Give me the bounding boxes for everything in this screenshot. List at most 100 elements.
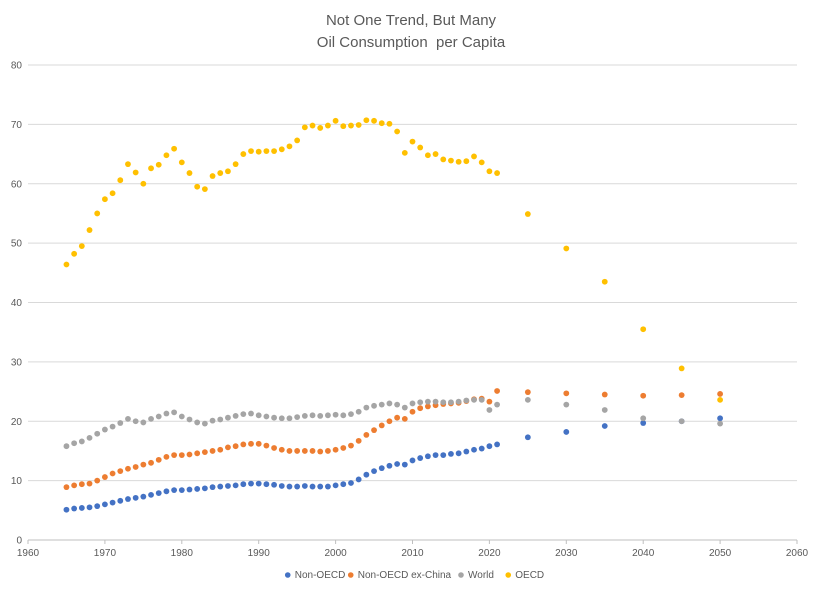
point-non-oecd-ex-china [63,484,70,491]
point-world [363,404,370,411]
point-non-oecd [640,420,647,426]
x-tick-label: 2020 [478,548,501,559]
point-world [325,412,331,419]
point-world [209,417,216,424]
point-oecd [478,159,485,166]
point-oecd [601,278,608,285]
point-non-oecd-ex-china [317,448,324,455]
point-non-oecd [417,455,424,461]
y-tick-label: 80 [11,61,23,72]
point-non-oecd [394,461,401,467]
point-non-oecd-ex-china [109,470,116,477]
point-non-oecd-ex-china [355,437,362,444]
point-oecd [340,123,347,130]
point-non-oecd [255,480,262,487]
point-non-oecd-ex-china [601,391,608,398]
point-oecd [317,125,324,131]
point-oecd [278,146,285,153]
point-non-oecd-ex-china [378,422,385,429]
point-non-oecd [340,481,347,488]
point-non-oecd-ex-china [309,448,316,454]
chart-subtitle: Oil Consumption per Capita [317,34,506,51]
point-non-oecd-ex-china [394,414,401,421]
point-world [232,413,239,419]
point-oecd [371,117,377,124]
point-world [109,423,116,430]
point-non-oecd [286,483,293,490]
point-oecd [486,168,493,175]
y-tick-label: 70 [11,120,23,131]
point-oecd [163,152,170,159]
point-non-oecd [102,501,108,508]
point-non-oecd [309,483,316,490]
point-world [71,440,78,447]
point-non-oecd-ex-china [417,405,424,412]
point-non-oecd [478,445,485,452]
point-world [640,415,647,422]
point-oecd [171,145,178,152]
point-world [78,438,85,445]
point-world [394,401,401,408]
point-non-oecd-ex-china [225,444,231,451]
y-axis-tick-labels: 0 10 20 30 40 50 60 70 80 [11,61,23,547]
point-world [424,398,431,405]
legend-marker-world [458,572,464,578]
legend-marker-non-oecd [284,572,291,578]
point-non-oecd [94,503,101,510]
point-non-oecd [348,480,354,486]
point-non-oecd [78,505,85,511]
point-world [409,400,416,407]
x-tick-label: 2030 [555,548,578,559]
point-oecd [678,365,685,372]
point-non-oecd [601,423,608,429]
point-non-oecd-ex-china [332,446,339,453]
point-world [471,396,477,403]
point-oecd [455,158,462,165]
point-world [194,419,201,426]
point-non-oecd-ex-china [255,440,262,447]
point-non-oecd [371,468,377,475]
point-oecd [86,227,93,233]
point-world [678,418,685,425]
point-oecd [524,211,531,217]
point-oecd [386,120,393,127]
point-world [86,434,93,441]
point-non-oecd [271,481,277,488]
point-non-oecd [317,483,324,490]
point-world [301,413,308,419]
point-world [348,411,354,418]
point-world [448,399,454,406]
point-non-oecd [363,471,370,478]
point-oecd [294,137,301,144]
point-oecd [401,149,408,156]
point-world [371,402,377,409]
series-oecd [63,117,723,403]
point-world [494,401,500,408]
point-non-oecd [455,450,462,457]
point-non-oecd [240,481,247,488]
point-non-oecd [401,461,408,468]
point-non-oecd [378,465,385,472]
point-world [486,407,493,413]
legend-marker-oecd [505,572,512,578]
point-non-oecd-ex-china [217,446,224,453]
point-non-oecd-ex-china [278,446,285,453]
point-non-oecd [463,448,470,455]
point-non-oecd-ex-china [363,432,370,438]
point-world [717,420,723,427]
point-non-oecd-ex-china [524,389,531,396]
point-world [94,430,101,437]
point-world [432,398,439,405]
point-non-oecd-ex-china [424,403,431,410]
point-world [102,426,108,433]
y-tick-label: 50 [11,239,23,250]
point-non-oecd [440,452,447,458]
point-non-oecd [409,457,416,464]
point-non-oecd [140,493,147,500]
point-non-oecd [63,506,70,513]
point-oecd [563,245,570,252]
point-non-oecd-ex-china [155,456,162,463]
point-oecd [140,180,147,187]
legend-marker-non-oecd-ex-china [347,572,354,578]
